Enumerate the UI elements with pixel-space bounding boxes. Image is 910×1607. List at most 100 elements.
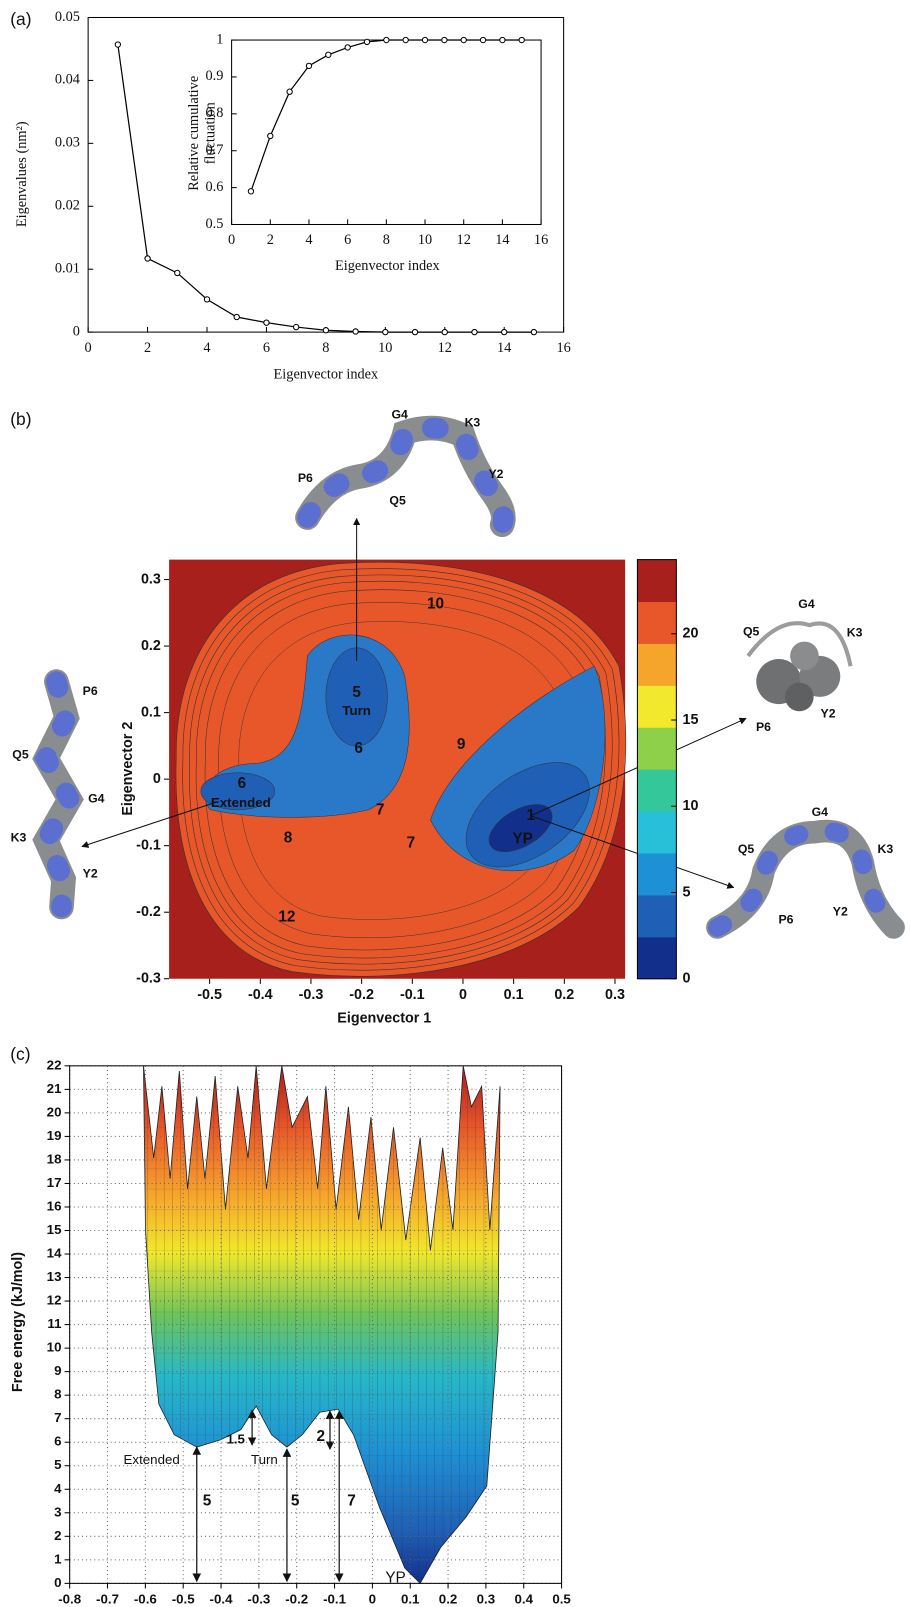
y-tick-label: 0.6 [205, 179, 223, 195]
x-axis-label: Eigenvector index [274, 366, 379, 382]
x-tick-label: -0.1 [323, 1591, 347, 1606]
x-tick-label: -0.2 [349, 987, 374, 1003]
colorbar-segment [637, 811, 676, 853]
colorbar-tick-label: 10 [683, 798, 699, 814]
panel-label: (b) [10, 409, 31, 429]
x-tick-label: 2 [144, 340, 151, 356]
annotation: 9 [457, 736, 466, 753]
residue-label: P6 [756, 720, 771, 734]
x-tick-label: 12 [438, 340, 452, 356]
x-axis-label: Eigenvector 1 [337, 1010, 431, 1026]
y-tick-label: 0 [73, 323, 80, 339]
y-tick-label: 0.01 [55, 260, 80, 276]
y-tick-label: -0.1 [136, 837, 161, 853]
y-tick-label: 16 [47, 1198, 62, 1213]
annotation: 7 [376, 802, 385, 819]
y-tick-label: 0 [153, 771, 161, 787]
annotation: 7 [347, 1492, 356, 1509]
x-tick-label: -0.4 [210, 1591, 234, 1606]
residue-label: K3 [878, 842, 894, 856]
data-point [145, 256, 150, 261]
colorbar-segment [637, 937, 676, 979]
y-tick-label: 14 [47, 1246, 62, 1261]
y-tick-label: 1 [54, 1551, 62, 1566]
y-tick-label: 18 [47, 1151, 62, 1166]
x-tick-label: 0.2 [439, 1591, 458, 1606]
molecule-left [46, 682, 70, 907]
x-tick-label: -0.3 [247, 1591, 270, 1606]
y-tick-label: 6 [54, 1434, 61, 1449]
panel-label: (a) [10, 9, 31, 29]
y-tick-label: 20 [47, 1104, 62, 1119]
molecule-top [307, 428, 503, 525]
annotation: 5 [352, 684, 361, 701]
x-tick-label: -0.2 [285, 1591, 308, 1606]
data-point [268, 133, 273, 138]
y-tick-label: 0.03 [55, 135, 80, 151]
data-point [264, 320, 269, 325]
y-tick-label: 5 [54, 1457, 62, 1472]
figure: (a)00.010.020.030.040.050246810121416Eig… [0, 0, 910, 1607]
x-tick-label: -0.3 [299, 987, 324, 1003]
y-tick-label: 17 [47, 1175, 62, 1190]
data-point [234, 314, 239, 319]
x-tick-label: 0.3 [477, 1591, 496, 1606]
contour-map [169, 560, 626, 979]
annotation: 6 [238, 775, 247, 792]
y-tick-label: 9 [54, 1363, 61, 1378]
y-axis-label: Free energy (kJ/mol) [10, 1252, 26, 1392]
colorbar-segment [637, 769, 676, 811]
y-tick-label: 13 [47, 1269, 62, 1284]
annotation: 7 [407, 835, 416, 852]
y-tick-label: 0.2 [141, 638, 161, 654]
annotation: 6 [354, 740, 363, 757]
data-point [175, 270, 180, 275]
data-point [502, 329, 507, 334]
data-point [472, 329, 477, 334]
residue-label: K3 [465, 416, 481, 430]
data-point [326, 52, 331, 57]
data-point [403, 37, 408, 42]
residue-label: Y2 [821, 707, 836, 721]
annotation: 8 [284, 829, 293, 846]
residue-label: P6 [298, 471, 313, 485]
data-point [519, 37, 524, 42]
data-point [480, 37, 485, 42]
x-tick-label: 8 [322, 340, 329, 356]
x-tick-label: 0.1 [401, 1591, 420, 1606]
residue-label: K3 [11, 831, 27, 845]
x-tick-label: -0.5 [172, 1591, 196, 1606]
data-point [248, 189, 253, 194]
colorbar-tick-label: 15 [683, 712, 699, 728]
data-point [306, 63, 311, 68]
y-axis-label: Eigenvector 2 [120, 722, 136, 816]
data-point [422, 37, 427, 42]
y-tick-label: 0.5 [205, 216, 223, 232]
residue-label: K3 [847, 626, 863, 640]
data-point [383, 329, 388, 334]
data-point [384, 37, 389, 42]
x-tick-label: 0.5 [552, 1591, 571, 1606]
annotation: Turn [251, 1452, 278, 1467]
y-tick-label: 22 [47, 1057, 62, 1072]
colorbar-segment [637, 560, 676, 602]
annotation: 12 [278, 908, 295, 925]
x-tick-label: -0.4 [248, 987, 273, 1003]
data-point [293, 324, 298, 329]
annotation: Extended [211, 795, 271, 810]
x-tick-label: -0.8 [58, 1591, 81, 1606]
x-tick-label: 4 [203, 340, 210, 356]
colorbar-segment [637, 602, 676, 644]
y-tick-label: 4 [54, 1481, 62, 1496]
colorbar-segment [637, 643, 676, 685]
annotation: 10 [427, 596, 444, 613]
y-axis-label: fluctuation [202, 102, 218, 164]
annotation: 5 [291, 1492, 300, 1509]
colorbar-segment [637, 895, 676, 937]
x-tick-label: -0.1 [400, 987, 425, 1003]
y-tick-label: -0.3 [136, 971, 161, 987]
y-tick-label: 0.05 [55, 9, 80, 25]
data-point [345, 45, 350, 50]
x-axis-label: Eigenvector index [335, 258, 440, 274]
y-tick-label: 15 [47, 1222, 62, 1237]
